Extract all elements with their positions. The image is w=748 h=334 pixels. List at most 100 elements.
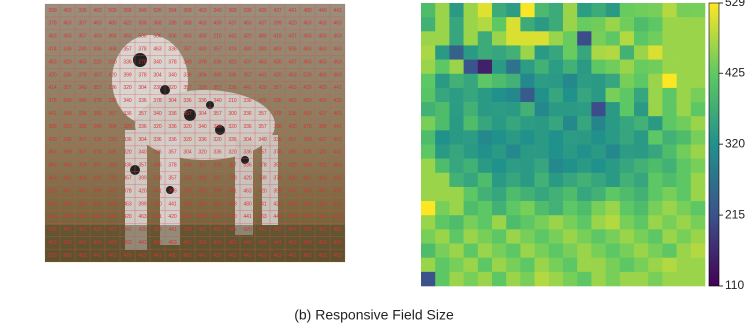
heat-cell [477,243,493,258]
heat-cell [463,271,479,287]
heat-cell [506,102,521,117]
photo-cell-label: 420 [258,188,267,194]
photo-cell-label: 441 [288,253,297,259]
heat-cell [690,172,706,188]
photo-cell-label: 336 [123,163,132,169]
heat-cell [435,271,450,287]
heat-cell [492,271,507,287]
heat-cell [534,201,550,216]
photo-cell-label: 463 [138,214,147,220]
heat-cell [435,158,450,174]
heat-cell [492,102,507,117]
heat-cell [463,144,479,159]
heat-cell [435,45,450,60]
heat-cell [492,31,507,46]
photo-cell-label: 463 [78,188,87,194]
heat-cell [506,201,521,216]
heat-cell [648,87,663,103]
heat-cell [520,31,535,46]
photo-cell-label: 340 [153,59,162,65]
photo-cell-label: 378 [48,21,57,27]
heat-cell [477,87,493,103]
photo-cell-label: 420 [153,201,162,207]
heat-cell [634,243,649,258]
heat-cell [591,257,606,273]
heat-cell [435,229,450,244]
heat-cell [463,172,479,188]
heat-cell [520,229,535,244]
heat-cell [506,116,521,131]
heat-cell [619,243,635,258]
heat-cell [563,271,578,287]
photo-cell-label: 357 [273,85,282,91]
photo-cell-label: 509 [108,8,117,14]
heat-cell [577,102,592,117]
heat-cell [605,229,621,244]
heat-cell [676,243,692,258]
heat-cell [506,229,521,244]
photo-cell-label: 463 [78,59,87,65]
photo-cell-label: 441 [138,240,147,246]
heat-cell [662,45,677,60]
heat-cell [605,116,621,131]
photo-cell-label: 357 [78,150,87,156]
heat-cell [605,73,621,89]
heat-cell [534,243,550,258]
heat-cell [435,87,450,103]
photo-grid: 399 463 336 463 509 368 340 526 394 368 463 340 368 3… [44,3,346,263]
heat-cell [605,215,621,230]
photo-cell-label: 441 [258,72,267,78]
heat-cell [477,158,493,174]
photo-cell-label: 463 [318,98,327,104]
photo-cell-label: 357 [288,137,297,143]
photo-cell-label: 463 [273,227,282,233]
photo-cell-label: 463 [318,227,327,233]
photo-cell-label: 463 [258,214,267,220]
photo-cell-label: 506 [138,21,147,27]
photo-cell-label: 420 [123,253,132,259]
photo-cell-label: 368 [108,46,117,52]
heat-cell [634,102,649,117]
heat-cell [492,186,507,202]
heat-cell [520,3,535,18]
photo-cell-label: 463 [48,201,57,207]
photo-cell-label: 430 [273,59,282,65]
photo-cell-label: 441 [303,201,312,207]
photo-cell-label: 441 [318,214,327,220]
heat-cell [690,186,706,202]
heat-cell [619,144,635,159]
photo-cell-label: 463 [303,21,312,27]
heat-cell [534,257,550,273]
photo-cell-label: 336 [168,46,177,52]
photo-cell-label: 304 [168,98,177,104]
heat-cell [520,158,535,174]
heat-cell [506,243,521,258]
photo-cell-label: 441 [333,8,342,14]
heat-cell [421,215,436,230]
heat-cell [690,3,706,18]
photo-cell-label: 320 [183,137,192,143]
heatmap [421,3,706,287]
heat-cell [520,257,535,273]
heat-cell [548,45,564,60]
photo-cell-label: 441 [243,85,252,91]
heat-cell [477,3,493,18]
heat-cell [563,102,578,117]
heat-cell [463,186,479,202]
photo-cell-label: 336 [123,59,132,65]
photo-cell-label: 463 [273,253,282,259]
photo-cell-label: 420 [273,201,282,207]
photo-cell-label: 463 [318,85,327,91]
photo-cell-label: 320 [153,124,162,130]
heat-cell [676,186,692,202]
photo-cell-label: 463 [63,21,72,27]
heat-cell [548,271,564,287]
heat-cell [492,201,507,216]
heat-cell [492,215,507,230]
heat-cell [577,45,592,60]
photo-cell-label: 441 [153,214,162,220]
heat-cell [548,116,564,131]
photo-cell-label: 357 [228,163,237,169]
heat-cell [577,186,592,202]
heat-cell [421,31,436,46]
